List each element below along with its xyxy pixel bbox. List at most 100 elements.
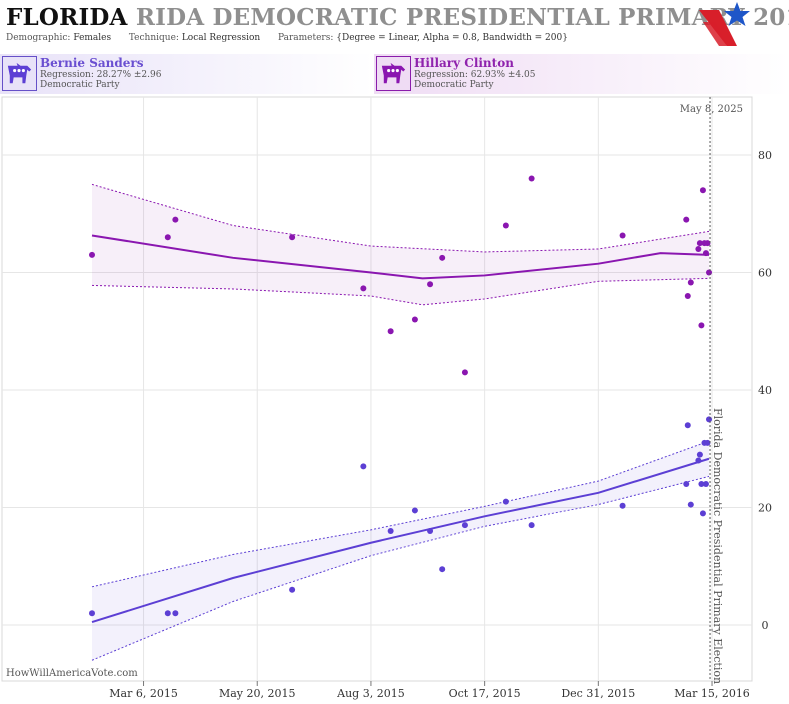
poll-point <box>704 240 711 247</box>
poll-point <box>687 501 694 508</box>
poll-point <box>683 216 690 223</box>
poll-point <box>687 279 694 286</box>
confidence-band <box>92 441 709 661</box>
candidate-regression: Regression: 28.27% ±2.96 <box>40 70 162 80</box>
poll-point <box>411 316 418 323</box>
poll-point <box>698 481 705 487</box>
chart-header: FLORIDA RIDA DEMOCRATIC PRESIDENTIAL PRI… <box>0 0 789 52</box>
y-tick-label: 0 <box>762 619 769 632</box>
chart-title: FLORIDA RIDA DEMOCRATIC PRESIDENTIAL PRI… <box>6 4 789 31</box>
poll-point <box>619 502 626 509</box>
event-label: Florida Democratic Presidential Primary … <box>711 408 724 684</box>
x-tick-label: May 20, 2015 <box>219 687 296 700</box>
poll-point <box>502 222 509 229</box>
candidate-name: Bernie Sanders <box>40 56 144 70</box>
democrat-donkey-icon <box>376 56 411 91</box>
regression-line <box>91 457 710 624</box>
poll-point <box>427 281 434 288</box>
poll-point <box>528 522 535 529</box>
confidence-bands <box>91 183 710 661</box>
x-tick-label: Dec 31, 2015 <box>561 687 635 700</box>
candidate-legend: Bernie Sanders Regression: 28.27% ±2.96 … <box>0 54 789 94</box>
poll-point <box>699 510 706 517</box>
poll-point <box>684 293 691 299</box>
poll-point <box>461 369 468 376</box>
poll-point <box>89 251 95 258</box>
band-lower-line <box>91 475 710 661</box>
technique-value: Local Regression <box>181 33 261 43</box>
poll-point <box>699 187 706 194</box>
poll-point <box>172 216 179 223</box>
title-rest: RIDA DEMOCRATIC PRESIDENTIAL PRIMARY 201… <box>135 4 789 31</box>
parameters-value: {Degree = Linear, Alpha = 0.8, Bandwidth… <box>336 33 568 43</box>
band-lower-line <box>91 277 710 306</box>
confidence-band <box>92 184 709 305</box>
star-logo-icon <box>699 2 750 46</box>
grid <box>1 96 753 682</box>
candidate-card-bernie-sanders: Bernie Sanders Regression: 28.27% ±2.96 … <box>0 54 374 94</box>
regression-lines <box>91 234 710 624</box>
site-watermark: HowWillAmericaVote.com <box>6 668 138 679</box>
y-tick-label: 60 <box>758 267 772 280</box>
poll-point <box>702 481 709 487</box>
poll-point <box>684 422 691 429</box>
y-tick-label: 20 <box>758 502 772 515</box>
poll-point <box>528 175 535 182</box>
poll-points <box>89 175 712 617</box>
poll-point <box>701 439 708 446</box>
title-state: FLORIDA <box>6 4 128 31</box>
candidate-party: Democratic Party <box>40 80 120 90</box>
poll-point <box>89 610 95 617</box>
poll-point <box>683 481 690 487</box>
candidate-card-hillary-clinton: Hillary Clinton Regression: 62.93% ±4.05… <box>374 54 789 94</box>
poll-point <box>696 451 703 458</box>
poll-point <box>698 322 705 329</box>
poll-point <box>704 439 711 446</box>
poll-point <box>289 586 296 593</box>
candidate-party: Democratic Party <box>414 80 494 90</box>
x-tick-label: Aug 3, 2015 <box>336 687 405 700</box>
poll-point <box>387 328 394 335</box>
poll-point <box>706 269 712 276</box>
axes: 0 20 40 60 80 Mar 6, 2015 May 20, 2015 Aug 3, 2… <box>109 97 772 700</box>
poll-point <box>411 507 418 514</box>
band-upper-line <box>91 183 710 253</box>
poll-point <box>502 498 509 505</box>
regression-line <box>91 234 710 280</box>
candidate-name: Hillary Clinton <box>414 56 514 70</box>
x-tick-label: Mar 15, 2016 <box>674 687 750 700</box>
poll-point <box>439 254 446 261</box>
band-upper-line <box>91 440 710 588</box>
poll-point <box>701 240 708 247</box>
poll-point <box>427 528 434 534</box>
poll-point <box>360 285 367 292</box>
poll-point <box>706 416 712 423</box>
demographic-label: Demographic: <box>6 33 71 43</box>
poll-point <box>387 528 394 534</box>
poll-point <box>164 610 171 617</box>
current-date-label: May 8, 2025 <box>680 104 743 115</box>
poll-point <box>289 234 296 241</box>
x-tick-label: Mar 6, 2015 <box>109 687 178 700</box>
poll-point <box>619 232 626 239</box>
chart-parameters: Demographic: Females Technique: Local Re… <box>6 33 568 43</box>
poll-point <box>696 240 703 247</box>
plot-frame <box>1 96 753 682</box>
y-tick-label: 40 <box>758 384 772 397</box>
democrat-donkey-icon <box>2 56 37 91</box>
poll-point <box>360 463 367 470</box>
poll-point <box>439 566 446 573</box>
candidate-regression: Regression: 62.93% ±4.05 <box>414 70 536 80</box>
poll-point <box>164 234 171 241</box>
y-tick-label: 80 <box>758 149 772 162</box>
poll-point <box>461 522 468 529</box>
x-tick-label: Oct 17, 2015 <box>449 687 521 700</box>
poll-point <box>695 246 702 252</box>
parameters-label: Parameters: <box>277 33 334 43</box>
demographic-value: Females <box>73 33 112 43</box>
technique-label: Technique: <box>128 33 179 43</box>
poll-point <box>702 250 709 257</box>
poll-point <box>695 457 702 464</box>
poll-point <box>172 610 179 617</box>
